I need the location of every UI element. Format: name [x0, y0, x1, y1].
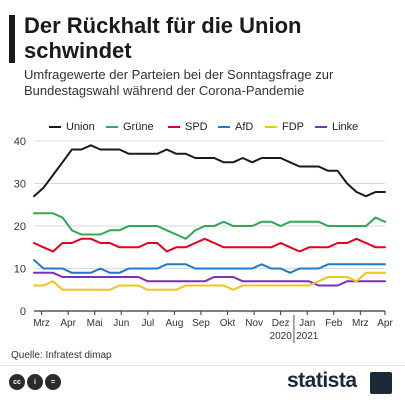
license-icons: cc i =: [9, 374, 61, 390]
x-tick-label: Nov: [245, 318, 263, 329]
y-tick-label: 30: [14, 179, 26, 191]
x-tick-label: Apr: [60, 318, 76, 329]
series-line-grüne: [33, 212, 386, 240]
statista-logo-text: statista: [287, 369, 357, 392]
chart-title: Der Rückhalt für die Union schwindet: [24, 13, 302, 63]
legend-swatch: [265, 126, 277, 128]
legend-swatch: [315, 126, 327, 128]
x-tick-label: Feb: [325, 318, 343, 329]
x-tick-label: Mrz: [352, 318, 369, 329]
y-tick-label: 40: [14, 136, 26, 148]
legend-label: AfD: [235, 121, 254, 133]
x-tick-label: Mrz: [33, 318, 50, 329]
series-line-fdp: [33, 271, 386, 291]
series-line-afd: [33, 259, 386, 274]
cc-icon: cc: [9, 374, 25, 390]
x-tick-label: Mai: [87, 318, 103, 329]
legend-label: Linke: [332, 121, 359, 133]
legend-item: Grüne: [106, 120, 154, 134]
x-tick-label: Sep: [192, 318, 210, 329]
series-line-union: [33, 144, 386, 198]
y-tick-label: 0: [20, 306, 26, 318]
source-note: Quelle: Infratest dimap: [11, 350, 112, 361]
x-tick-label: Jan: [299, 318, 315, 329]
legend-item: Union: [49, 120, 95, 134]
series-line-spd: [33, 237, 386, 253]
x-tick-label: Okt: [220, 318, 236, 329]
legend-item: Linke: [315, 120, 358, 134]
footer-divider: [0, 365, 405, 366]
legend-item: AfD: [218, 120, 253, 134]
nd-icon: =: [45, 374, 61, 390]
x-tick-label: Apr: [377, 318, 393, 329]
legend-item: FDP: [265, 120, 304, 134]
legend-label: FDP: [282, 121, 304, 133]
legend-label: Grüne: [123, 121, 154, 133]
legend-swatch: [49, 126, 61, 128]
series-line-linke: [33, 271, 386, 287]
legend-swatch: [168, 126, 180, 128]
x-year-label: 2020: [270, 331, 293, 342]
statista-logo-icon: [370, 372, 392, 394]
chart-legend: Union Grüne SPD AfD FDP Linke: [0, 120, 405, 134]
legend-item: SPD: [168, 120, 208, 134]
x-tick-label: Dez: [272, 318, 290, 329]
legend-swatch: [218, 126, 230, 128]
y-tick-label: 20: [14, 221, 26, 233]
x-year-label: 2021: [296, 331, 319, 342]
x-tick-label: Jun: [113, 318, 129, 329]
x-tick-label: Jul: [141, 318, 154, 329]
by-icon: i: [27, 374, 43, 390]
title-accent-bar: [9, 15, 15, 63]
legend-label: Union: [66, 121, 95, 133]
line-chart: 0 10 20 30 40 Mrz Apr Mai Jun Jul Aug Sep Okt Nov Dez 2…: [14, 136, 393, 343]
legend-label: SPD: [185, 121, 208, 133]
legend-swatch: [106, 126, 118, 128]
chart-subtitle: Umfragewerte der Parteien bei der Sonnta…: [24, 67, 334, 98]
y-tick-label: 10: [14, 264, 26, 276]
x-tick-label: Aug: [166, 318, 184, 329]
